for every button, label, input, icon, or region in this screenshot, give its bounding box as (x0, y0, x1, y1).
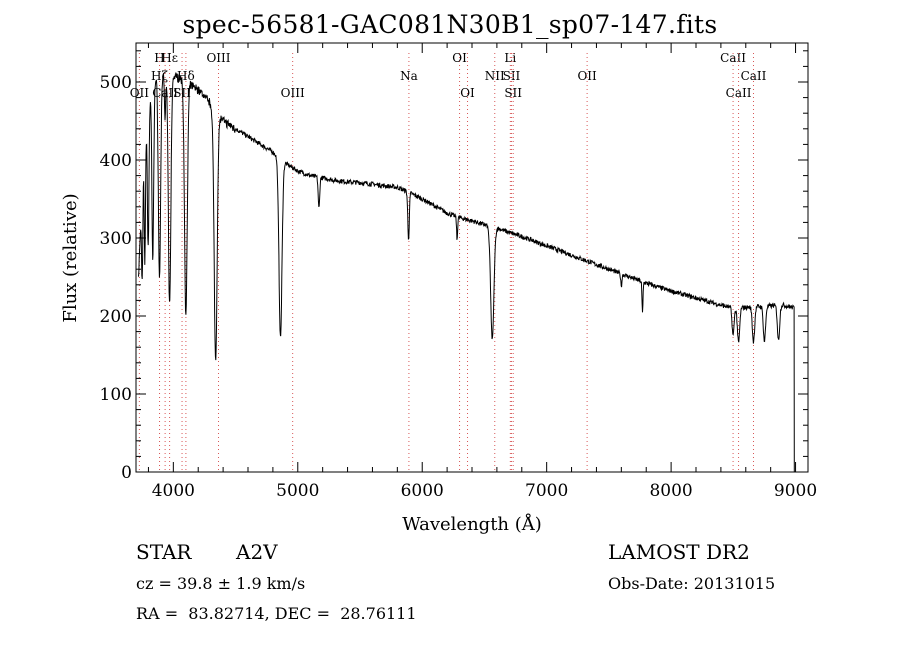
x-tick-label: 8000 (649, 481, 692, 501)
line-marker-label: Na (400, 69, 418, 83)
x-axis-label: Wavelength (Å) (402, 513, 542, 535)
spectrum-layer (138, 72, 795, 473)
x-tick-label: 6000 (401, 481, 444, 501)
line-marker-label: Li (504, 51, 516, 65)
axes: 4000 5000 6000 7000 8000 9000 0 100 200 300 400 500 (100, 42, 817, 501)
survey-name: LAMOST DR2 (608, 540, 750, 564)
object-type: STAR (136, 540, 192, 564)
spectrum-series (138, 72, 795, 473)
obs-date: Obs-Date: 20131015 (608, 574, 776, 593)
x-tick-label: 9000 (774, 481, 817, 501)
y-tick-label: 400 (100, 151, 132, 171)
y-tick-label: 500 (100, 73, 132, 93)
y-tick-label: 200 (100, 307, 132, 327)
chart-title: spec-56581-GAC081N30B1_sp07-147.fits (182, 10, 718, 39)
coordinates: RA = 83.82714, DEC = 28.76111 (136, 604, 417, 623)
x-tick-label: 4000 (152, 481, 195, 501)
y-tick-label: 100 (100, 385, 132, 405)
line-marker-label: SII (504, 86, 522, 100)
spectral-subclass: A2V (236, 540, 278, 564)
redshift-text: cz = 39.8 ± 1.9 km/s (136, 574, 306, 593)
line-marker-label: CaII (720, 51, 746, 65)
line-marker-label: CaII (152, 86, 178, 100)
line-marker-label: Hζ (151, 69, 168, 83)
line-markers: HεHOIIHζCaIISIIHδOIIIOIIINaOIOILiNIISIIS… (130, 51, 767, 472)
plot-frame (135, 42, 809, 473)
line-marker-label: OI (452, 51, 467, 65)
line-marker-label: CaII (741, 69, 767, 83)
line-marker-label: OII (577, 69, 597, 83)
line-marker-label: NII (485, 69, 505, 83)
line-marker-label: OIII (206, 51, 230, 65)
x-tick-label: 5000 (276, 481, 319, 501)
y-tick-label: 300 (100, 229, 132, 249)
y-axis-label: Flux (relative) (60, 193, 81, 322)
line-marker-label: OI (460, 86, 475, 100)
line-marker-label: OII (130, 86, 150, 100)
y-tick-label: 0 (121, 463, 132, 483)
line-marker-label: SII (503, 69, 521, 83)
x-tick-label: 7000 (525, 481, 568, 501)
line-marker-label: OIII (281, 86, 305, 100)
line-marker-label: CaII (726, 86, 752, 100)
